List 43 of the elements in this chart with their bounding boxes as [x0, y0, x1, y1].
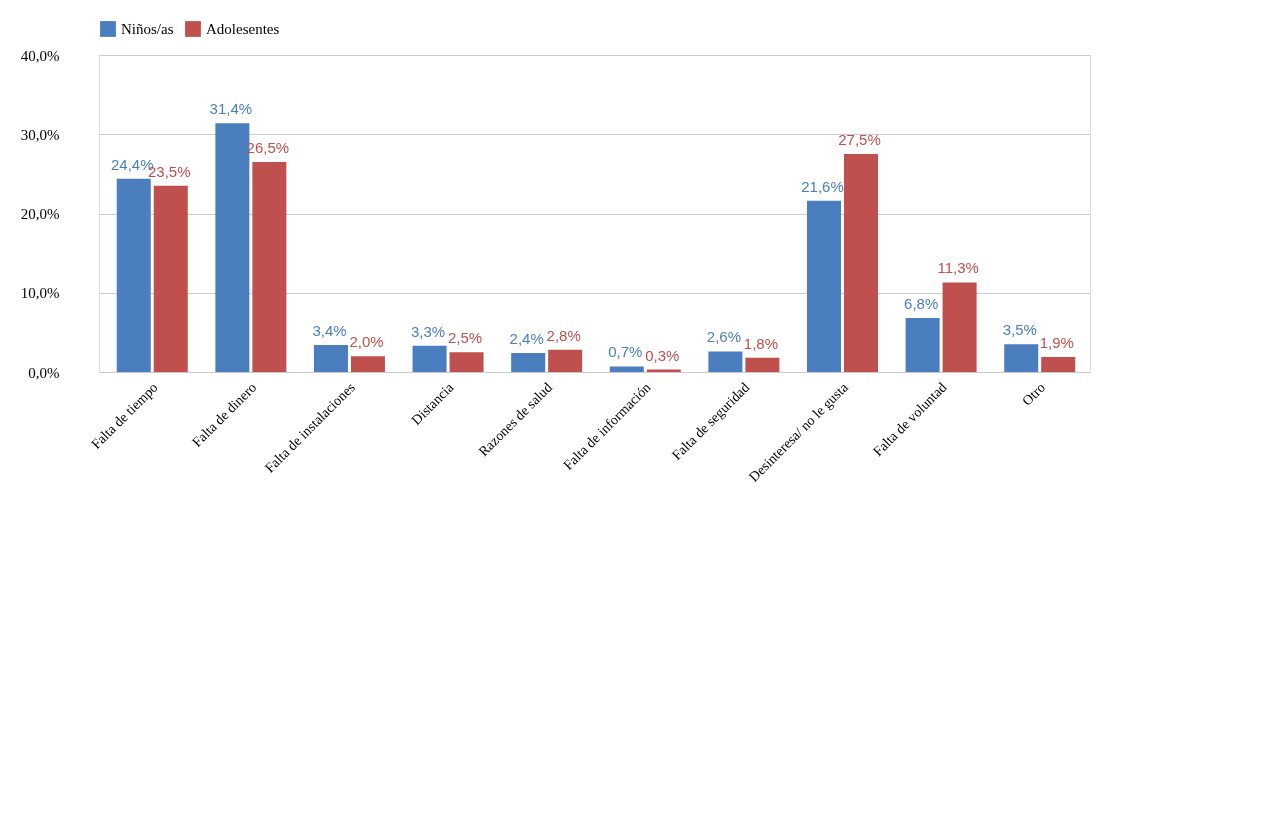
bar [708, 351, 743, 372]
y-tick-label: 20,0% [20, 206, 60, 222]
bar [548, 349, 583, 372]
bar [905, 318, 940, 372]
data-label: 3,4% [312, 322, 347, 340]
data-label: 0,3% [645, 346, 680, 364]
bar [116, 178, 151, 372]
legend-label: Adolesentes [206, 21, 280, 37]
data-label: 21,6% [801, 177, 844, 195]
y-tick-label: 10,0% [20, 285, 60, 302]
data-label: 2,0% [349, 333, 384, 351]
x-tick-label: Otro [1019, 379, 1049, 409]
bar [412, 345, 447, 372]
data-label: 2,8% [546, 326, 581, 344]
data-label: 31,4% [209, 100, 253, 118]
data-label: 27,5% [838, 131, 881, 149]
data-label: 1,9% [1039, 333, 1074, 351]
data-label: 0,7% [608, 343, 643, 361]
bar [609, 366, 644, 372]
bar [350, 356, 385, 372]
bar [252, 161, 287, 372]
data-label: 2,5% [447, 329, 483, 347]
bar [313, 345, 348, 372]
y-tick-label: 40,0% [20, 47, 60, 64]
data-label: 2,4% [509, 329, 544, 347]
bar [843, 154, 878, 372]
bar [153, 185, 188, 372]
data-label: 3,5% [1002, 321, 1037, 339]
data-label: 3,3% [411, 322, 446, 340]
bar [1004, 344, 1039, 372]
bar [1041, 356, 1076, 372]
y-tick-label: 0,0% [28, 364, 60, 381]
bar [511, 352, 546, 372]
bar [449, 352, 484, 372]
bar [807, 200, 842, 372]
bar [942, 282, 977, 372]
data-label: 6,8% [904, 295, 939, 313]
data-label: 1,8% [743, 334, 778, 352]
data-label: 11,3% [937, 259, 979, 277]
legend-label: Niños/as [121, 21, 174, 37]
data-label: 2,6% [706, 328, 742, 346]
bar [745, 357, 780, 372]
y-tick-label: 30,0% [20, 126, 60, 143]
